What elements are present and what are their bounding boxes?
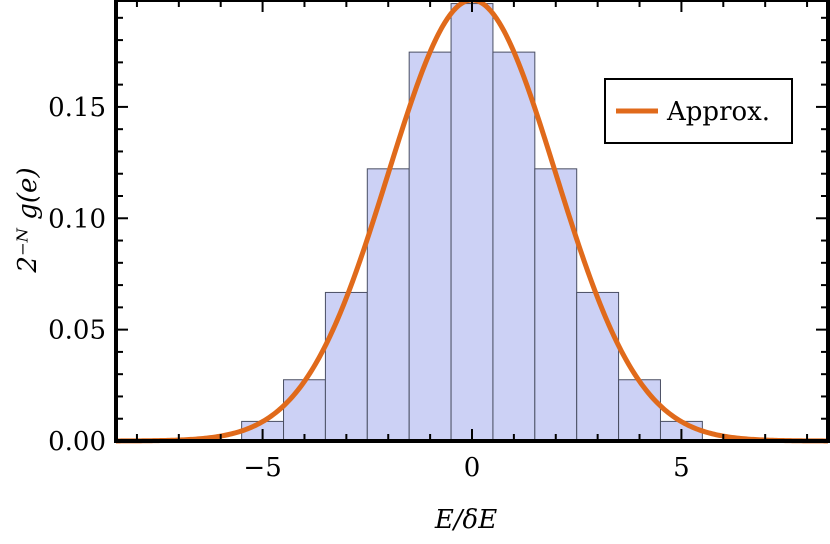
histogram-bar — [492, 51, 536, 442]
y-tick-label: 0.00 — [48, 427, 106, 457]
y-tick-label: 0.15 — [48, 93, 106, 123]
x-tick-label: 5 — [673, 453, 690, 483]
histogram-bar — [366, 168, 410, 442]
histogram-bar — [576, 291, 620, 442]
approx-curve — [115, 0, 829, 444]
x-axis-label: E/δE — [434, 505, 497, 535]
x-tick-label: 0 — [464, 453, 481, 483]
x-tick-label: −5 — [243, 453, 281, 483]
histogram-bar — [283, 379, 326, 442]
plot-frame — [114, 0, 830, 443]
y-tick-labels: 0.00 0.05 0.10 0.15 — [48, 93, 106, 457]
histogram-bar — [618, 379, 661, 442]
approx-curve-layer — [115, 0, 829, 444]
histogram-bar — [450, 3, 494, 442]
y-tick-label: 0.10 — [48, 204, 106, 234]
histogram-bars — [241, 3, 703, 442]
legend: Approx. — [604, 78, 793, 144]
x-tick-labels: −5 0 5 — [243, 453, 689, 483]
y-axis-label: 2⁻ᴺ g(e) — [13, 167, 43, 273]
histogram-bar — [324, 291, 368, 442]
histogram-bar — [408, 51, 452, 442]
histogram-bar — [534, 168, 578, 442]
legend-label-approx: Approx. — [666, 97, 770, 127]
y-tick-label: 0.05 — [48, 316, 106, 346]
